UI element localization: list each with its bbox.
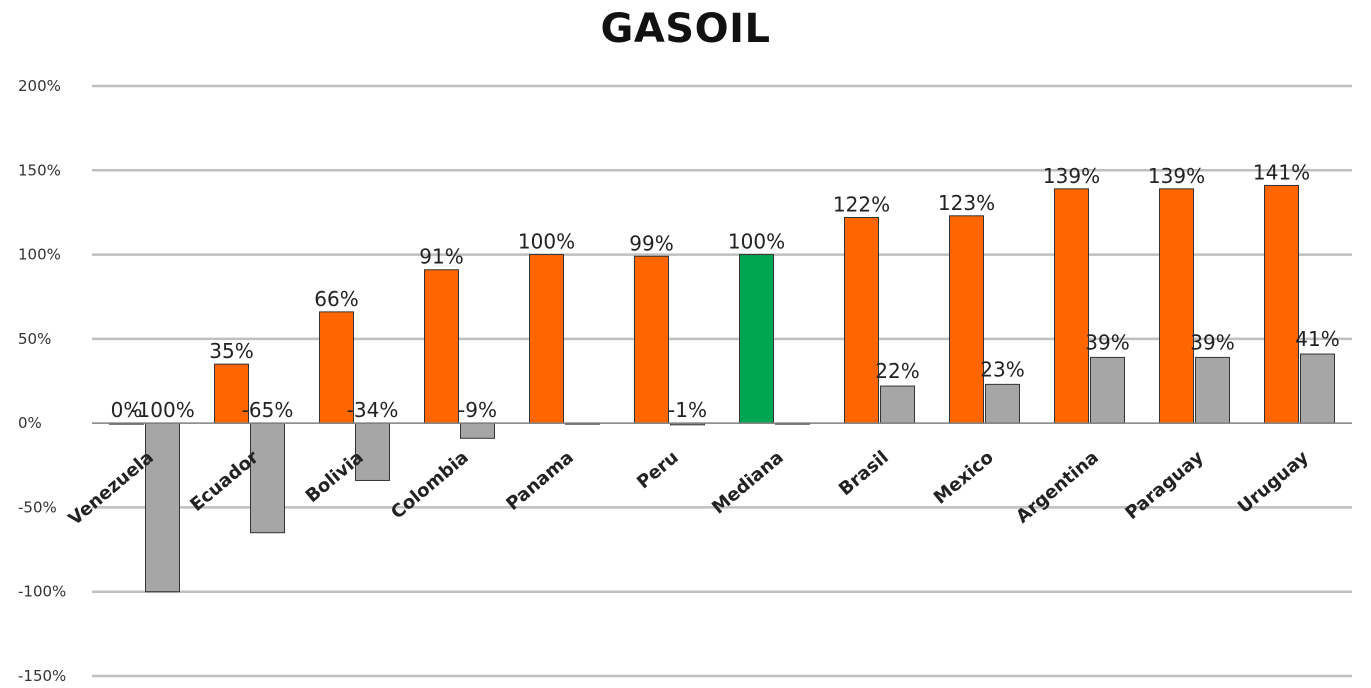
bar-series-1 — [634, 255, 669, 424]
bar-series-1 — [949, 215, 984, 424]
bar-series-1 — [1264, 184, 1299, 424]
bar-series-1 — [844, 216, 879, 424]
category-label: Peru — [633, 447, 683, 493]
data-label-series-2: 39% — [1085, 330, 1129, 354]
data-label-series-2: -1% — [668, 398, 707, 422]
category-label: Colombia — [387, 447, 473, 524]
bar-series-1 — [529, 254, 564, 424]
y-tick-label: 200% — [18, 77, 61, 95]
y-tick-label: 100% — [18, 246, 61, 264]
bar-series-1 — [1159, 188, 1194, 424]
data-label-series-2: 23% — [980, 357, 1024, 381]
data-label-series-1: 122% — [833, 192, 890, 216]
data-label-series-1: 35% — [209, 339, 253, 363]
bar-series-1 — [214, 363, 249, 424]
data-labels: 0%-100% 35% -65% 66% -34% 91% -9% 100% 99% -1% 100… — [111, 160, 1340, 422]
data-label-series-1: 139% — [1148, 164, 1205, 188]
bar-series-2 — [145, 422, 180, 593]
bar-series-1 — [1054, 188, 1089, 424]
y-tick-label: -100% — [18, 583, 66, 601]
data-label-series-2: -65% — [242, 398, 294, 422]
data-label-series-1: 123% — [938, 191, 995, 215]
y-tick-label: 0% — [18, 414, 42, 432]
data-label-series-2: -34% — [347, 398, 399, 422]
bar-series-1 — [739, 254, 774, 424]
y-tick-label: 150% — [18, 161, 61, 179]
bars — [109, 184, 1335, 593]
chart-title: GASOIL — [600, 6, 771, 52]
bar-series-2 — [1300, 353, 1335, 424]
data-label-series-1: 66% — [314, 287, 358, 311]
category-label: Panama — [502, 447, 577, 515]
category-label: Argentina — [1012, 447, 1102, 528]
data-label-series-1: 100% — [728, 230, 785, 254]
data-label-series-2: -100% — [130, 398, 194, 422]
gridlines — [92, 84, 1352, 678]
bar-series-1 — [424, 269, 459, 424]
bar-series-2 — [880, 385, 915, 424]
bar-series-2 — [250, 422, 285, 534]
bar-series-2 — [1090, 356, 1125, 424]
data-label-series-2: 39% — [1190, 330, 1234, 354]
data-label-series-2: 22% — [875, 359, 919, 383]
data-label-series-1: 141% — [1253, 160, 1310, 184]
y-tick-label: -150% — [18, 667, 66, 685]
bar-series-2 — [460, 422, 495, 439]
data-label-series-2: 41% — [1295, 327, 1339, 351]
data-label-series-1: 100% — [518, 230, 575, 254]
bar-series-2 — [985, 383, 1020, 424]
category-label: Venezuela — [65, 447, 158, 530]
bar-series-2 — [1195, 356, 1230, 424]
data-label-series-1: 91% — [419, 245, 463, 269]
data-label-series-1: 99% — [629, 231, 673, 255]
data-label-series-2: -9% — [458, 398, 497, 422]
y-tick-label: -50% — [18, 498, 57, 516]
category-label: Mexico — [930, 447, 998, 509]
bar-series-2 — [355, 422, 390, 481]
category-label: Paraguay — [1122, 447, 1208, 524]
category-label: Brasil — [835, 447, 893, 500]
y-tick-label: 50% — [18, 330, 51, 348]
data-label-series-1: 139% — [1043, 164, 1100, 188]
data-label-series-1: 0% — [111, 398, 143, 422]
axis: 200% 150% 100% 50% 0% -50% -100% -150% — [18, 77, 1352, 685]
